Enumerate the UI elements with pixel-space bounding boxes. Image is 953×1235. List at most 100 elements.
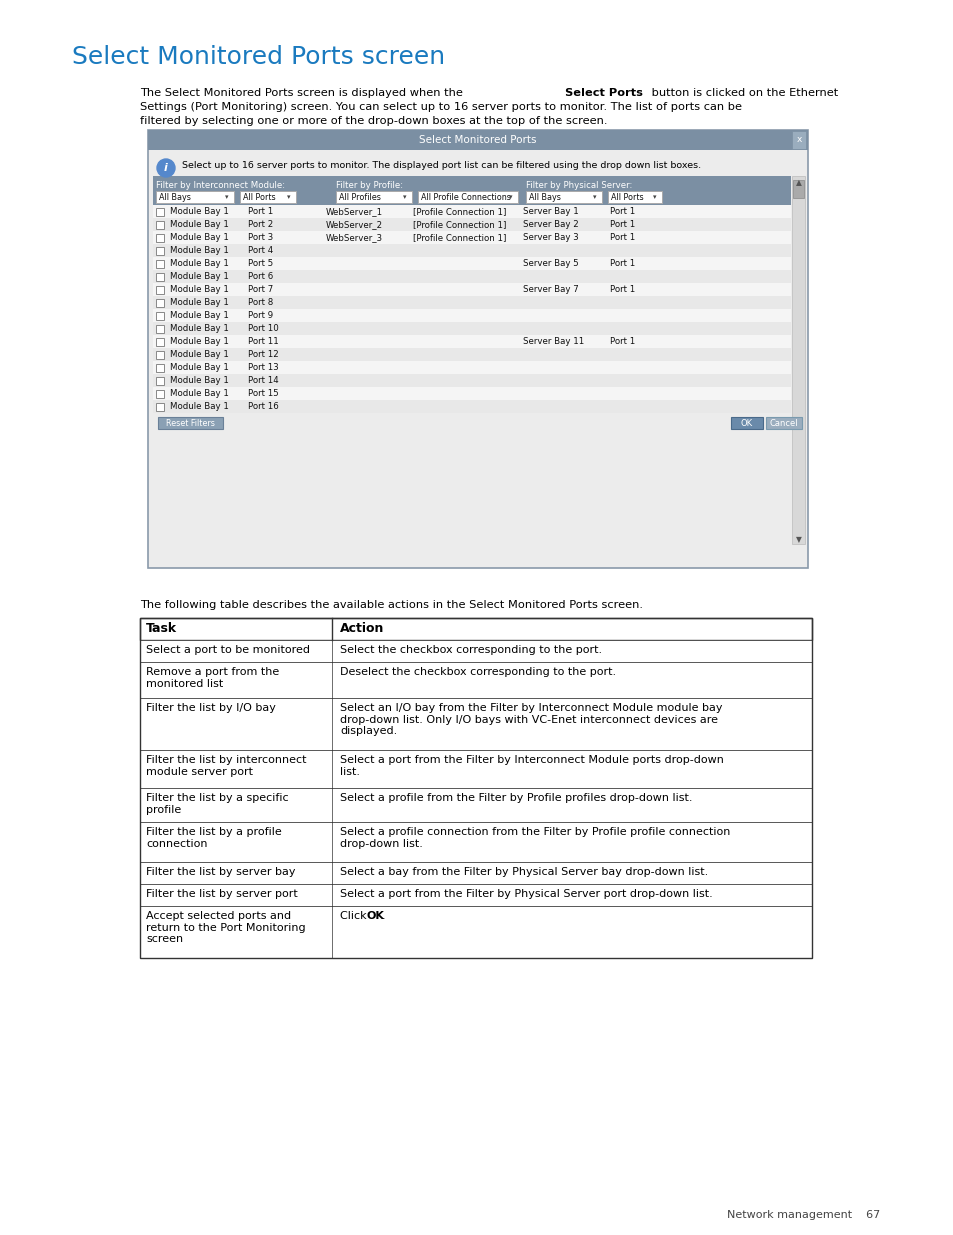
Bar <box>140 640 811 662</box>
Text: OK: OK <box>367 911 384 921</box>
Bar <box>156 207 164 216</box>
Text: [Profile Connection 1]: [Profile Connection 1] <box>413 233 506 242</box>
Text: Filter the list by server bay: Filter the list by server bay <box>146 867 295 877</box>
Text: ▾: ▾ <box>403 194 406 200</box>
Text: ▲: ▲ <box>795 179 801 188</box>
Text: Module Bay 1: Module Bay 1 <box>170 285 229 294</box>
Bar <box>156 325 164 333</box>
Text: Module Bay 1: Module Bay 1 <box>170 363 229 372</box>
Text: Port 1: Port 1 <box>609 233 635 242</box>
Bar <box>156 287 164 294</box>
Text: ▾: ▾ <box>509 194 512 200</box>
Text: The Select Monitored Ports screen is displayed when the: The Select Monitored Ports screen is dis… <box>140 88 466 98</box>
Text: Module Bay 1: Module Bay 1 <box>170 246 229 254</box>
Bar <box>156 338 164 346</box>
Text: Action: Action <box>339 622 384 636</box>
Text: Filter the list by a specific
profile: Filter the list by a specific profile <box>146 793 289 815</box>
Text: Port 8: Port 8 <box>248 298 273 308</box>
Text: Module Bay 1: Module Bay 1 <box>170 337 229 346</box>
Text: Settings (Port Monitoring) screen. You can select up to 16 server ports to monit: Settings (Port Monitoring) screen. You c… <box>140 103 741 112</box>
Text: All Ports: All Ports <box>610 193 643 201</box>
Text: Deselect the checkbox corresponding to the port.: Deselect the checkbox corresponding to t… <box>339 667 616 677</box>
Text: All Profiles: All Profiles <box>338 193 380 201</box>
Text: Filter by Physical Server:: Filter by Physical Server: <box>525 182 632 190</box>
Bar <box>156 273 164 282</box>
Text: All Bays: All Bays <box>529 193 560 201</box>
Bar <box>791 177 804 543</box>
Bar <box>730 417 762 429</box>
Bar <box>148 130 807 149</box>
Text: i: i <box>164 163 168 173</box>
Text: Remove a port from the
monitored list: Remove a port from the monitored list <box>146 667 279 689</box>
Text: Select a port from the Filter by Interconnect Module ports drop-down
list.: Select a port from the Filter by Interco… <box>339 755 723 777</box>
Bar <box>140 662 811 698</box>
Bar <box>156 351 164 359</box>
Bar <box>140 884 811 906</box>
Text: Select an I/O bay from the Filter by Interconnect Module module bay
drop-down li: Select an I/O bay from the Filter by Int… <box>339 703 721 736</box>
Text: Module Bay 1: Module Bay 1 <box>170 350 229 359</box>
Text: Module Bay 1: Module Bay 1 <box>170 324 229 333</box>
Bar <box>152 348 790 361</box>
Text: Select a profile connection from the Filter by Profile profile connection
drop-d: Select a profile connection from the Fil… <box>339 827 730 848</box>
Bar <box>607 191 661 203</box>
Bar <box>152 296 790 309</box>
Bar <box>152 335 790 348</box>
Text: Module Bay 1: Module Bay 1 <box>170 233 229 242</box>
Text: ▾: ▾ <box>653 194 656 200</box>
Text: The following table describes the available actions in the Select Monitored Port: The following table describes the availa… <box>140 600 642 610</box>
Text: All Ports: All Ports <box>243 193 275 201</box>
Bar <box>156 191 233 203</box>
Text: Port 11: Port 11 <box>248 337 278 346</box>
Bar <box>156 221 164 228</box>
Bar <box>152 361 790 374</box>
Text: [Profile Connection 1]: [Profile Connection 1] <box>413 220 506 228</box>
Bar <box>765 417 801 429</box>
Text: Server Bay 7: Server Bay 7 <box>522 285 578 294</box>
Bar <box>152 283 790 296</box>
Text: Port 1: Port 1 <box>248 207 273 216</box>
Bar <box>152 270 790 283</box>
Bar <box>240 191 295 203</box>
Bar <box>791 131 805 149</box>
Bar <box>152 412 790 435</box>
Text: ▼: ▼ <box>795 536 801 545</box>
Text: Task: Task <box>146 622 177 636</box>
Text: Filter by Profile:: Filter by Profile: <box>335 182 403 190</box>
Bar <box>792 180 803 198</box>
Text: OK: OK <box>740 419 752 427</box>
Text: Server Bay 3: Server Bay 3 <box>522 233 578 242</box>
Text: Reset Filters: Reset Filters <box>166 419 214 427</box>
Text: Port 4: Port 4 <box>248 246 273 254</box>
Bar <box>140 750 811 788</box>
Text: Server Bay 2: Server Bay 2 <box>522 220 578 228</box>
Bar <box>156 261 164 268</box>
Text: All Profile Connections: All Profile Connections <box>420 193 511 201</box>
Bar <box>140 618 811 958</box>
Text: Select a port from the Filter by Physical Server port drop-down list.: Select a port from the Filter by Physica… <box>339 889 712 899</box>
Text: Port 1: Port 1 <box>609 207 635 216</box>
Text: Port 1: Port 1 <box>609 259 635 268</box>
Text: Port 6: Port 6 <box>248 272 273 282</box>
Text: Port 10: Port 10 <box>248 324 278 333</box>
Text: filtered by selecting one or more of the drop-down boxes at the top of the scree: filtered by selecting one or more of the… <box>140 116 607 126</box>
Text: Filter the list by interconnect
module server port: Filter the list by interconnect module s… <box>146 755 306 777</box>
Text: [Profile Connection 1]: [Profile Connection 1] <box>413 207 506 216</box>
Text: Port 15: Port 15 <box>248 389 278 398</box>
Text: Port 12: Port 12 <box>248 350 278 359</box>
Bar <box>156 299 164 308</box>
Bar <box>152 257 790 270</box>
Text: Accept selected ports and
return to the Port Monitoring
screen: Accept selected ports and return to the … <box>146 911 305 945</box>
Bar <box>140 906 811 958</box>
Text: Module Bay 1: Module Bay 1 <box>170 207 229 216</box>
Text: Port 13: Port 13 <box>248 363 278 372</box>
Bar <box>152 189 790 205</box>
Text: WebServer_2: WebServer_2 <box>326 220 383 228</box>
Bar <box>152 205 790 219</box>
Text: Module Bay 1: Module Bay 1 <box>170 298 229 308</box>
Text: Filter the list by server port: Filter the list by server port <box>146 889 297 899</box>
Text: Module Bay 1: Module Bay 1 <box>170 259 229 268</box>
Text: Server Bay 1: Server Bay 1 <box>522 207 578 216</box>
Text: Port 2: Port 2 <box>248 220 273 228</box>
Text: Module Bay 1: Module Bay 1 <box>170 375 229 385</box>
Bar <box>152 387 790 400</box>
